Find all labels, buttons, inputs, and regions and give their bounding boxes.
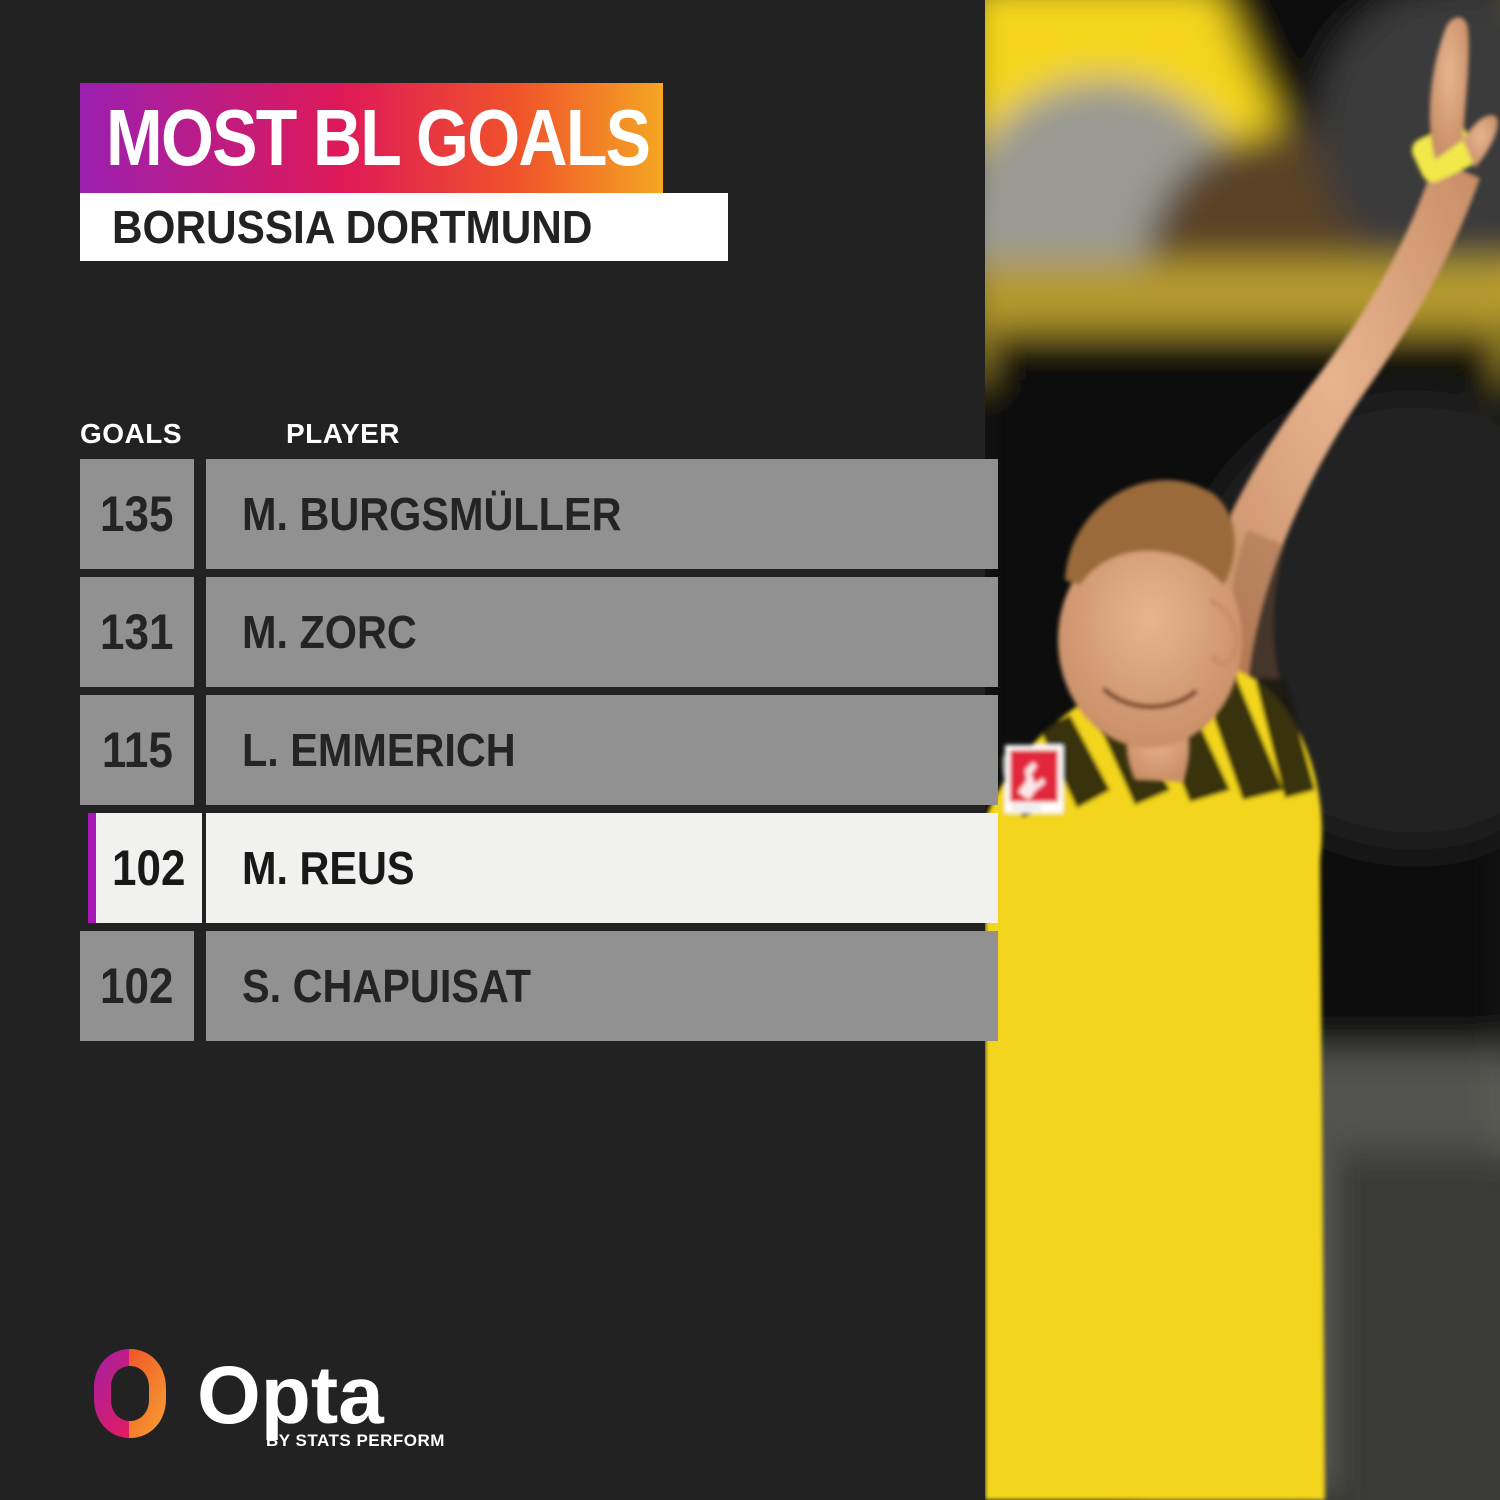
svg-text:BUNDES: BUNDES (1012, 805, 1042, 812)
svg-text:BY STATS PERFORM: BY STATS PERFORM (266, 1431, 445, 1450)
svg-text:Opta: Opta (197, 1350, 385, 1441)
